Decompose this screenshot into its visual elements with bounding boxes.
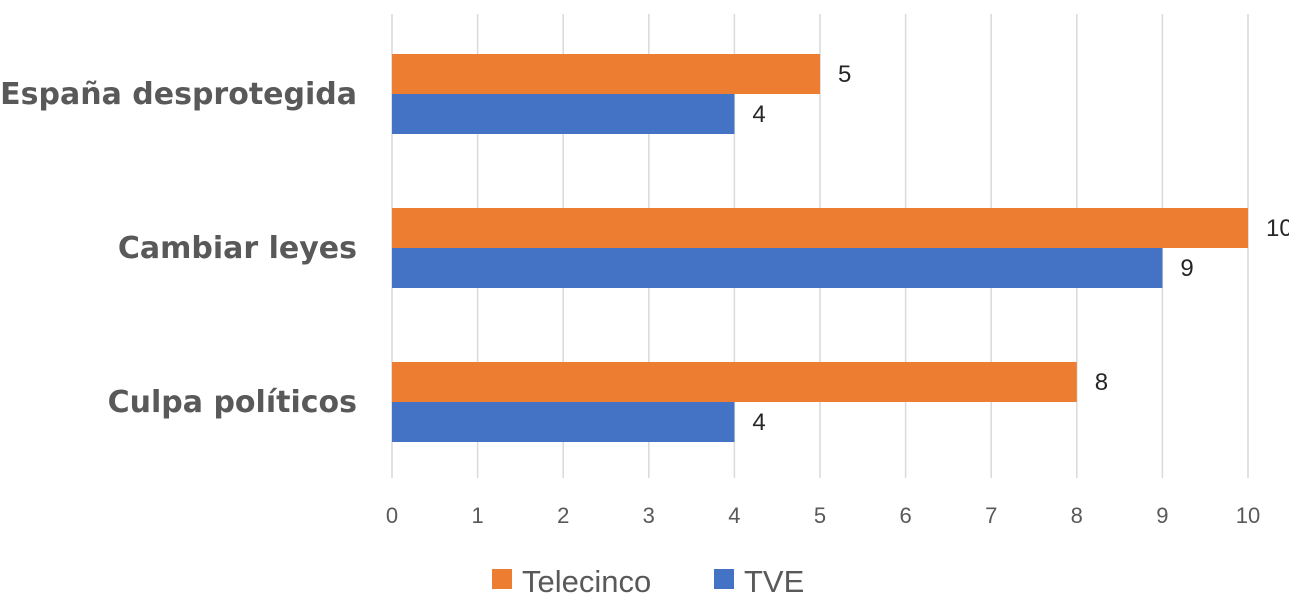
bar-telecinco-1 <box>392 208 1248 248</box>
x-tick-label: 4 <box>728 503 740 528</box>
x-tick-labels: 0 1 2 3 4 5 6 7 8 9 10 <box>386 503 1260 528</box>
bar-tve-2 <box>392 402 735 442</box>
data-labels: 5 4 10 9 8 4 <box>752 61 1289 436</box>
x-tick-label: 2 <box>557 503 569 528</box>
category-label: Culpa políticos <box>108 385 357 420</box>
legend: Telecinco TVE <box>492 564 804 596</box>
legend-swatch-tve <box>714 569 734 589</box>
x-tick-label: 7 <box>985 503 997 528</box>
x-tick-label: 10 <box>1236 503 1260 528</box>
x-tick-label: 1 <box>471 503 483 528</box>
category-labels: España desprotegida Cambiar leyes Culpa po… <box>0 77 357 420</box>
bar-telecinco-2 <box>392 362 1077 402</box>
x-tick-label: 6 <box>899 503 911 528</box>
data-label: 8 <box>1095 369 1108 396</box>
legend-swatch-telecinco <box>492 569 512 589</box>
bars <box>392 54 1248 442</box>
x-tick-label: 5 <box>814 503 826 528</box>
legend-label: Telecinco <box>522 564 651 596</box>
x-tick-label: 9 <box>1156 503 1168 528</box>
data-label: 5 <box>838 61 851 88</box>
bar-tve-1 <box>392 248 1163 288</box>
category-label: España desprotegida <box>0 77 357 112</box>
data-label: 4 <box>752 409 765 436</box>
bar-tve-0 <box>392 94 735 134</box>
data-label: 4 <box>752 101 765 128</box>
x-tick-label: 0 <box>386 503 398 528</box>
bar-telecinco-0 <box>392 54 820 94</box>
data-label: 9 <box>1180 255 1193 282</box>
legend-label: TVE <box>744 564 804 596</box>
data-label: 10 <box>1266 215 1289 242</box>
category-label: Cambiar leyes <box>118 231 357 266</box>
x-tick-label: 8 <box>1071 503 1083 528</box>
x-tick-label: 3 <box>643 503 655 528</box>
